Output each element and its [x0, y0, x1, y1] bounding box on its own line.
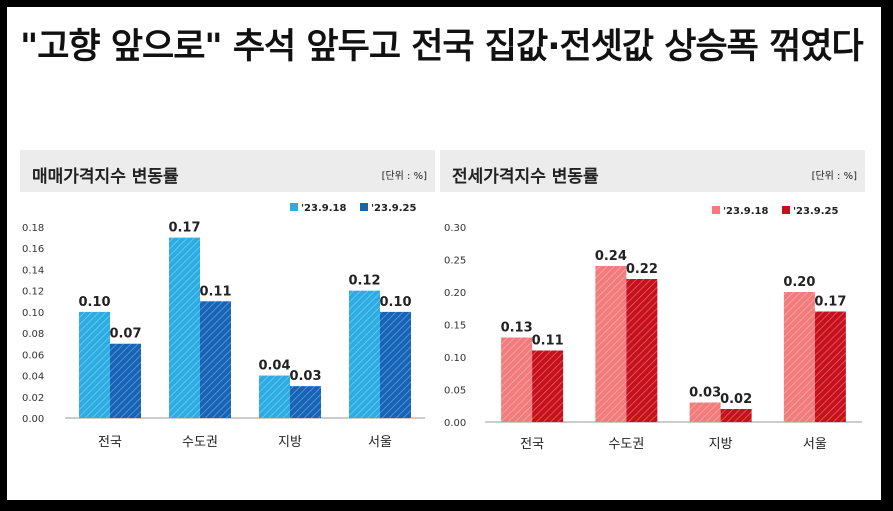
sale-y-tick-label: 0.08: [22, 329, 44, 340]
sale-bar: [79, 311, 110, 418]
sale-bar: [169, 237, 200, 418]
jeonse-bar: [626, 279, 658, 422]
jeonse-price-chart-title: 전세가격지수 변동률: [452, 167, 599, 187]
jeonse-price-chart: 0.00 0.05 0.10 0.15 0.20 0.25 0.30 0.130.11 전국 0.…: [444, 206, 862, 452]
jeonse-category-label: 수도권: [608, 437, 644, 452]
sale-data-label: 0.17: [168, 221, 200, 236]
sale-y-tick-label: 0.00: [22, 414, 44, 425]
sale-category-label: 수도권: [182, 435, 218, 450]
jeonse-y-tick-label: 0.25: [444, 256, 466, 267]
jeonse-price-chart-panel: 전세가격지수 변동률 [단위 : %] 0.00 0.05 0.10 0.15 0.20…: [440, 150, 865, 452]
sale-price-chart: 0.00 0.02 0.04 0.06 0.08 0.10 0.12 0.14 0.16 0.18…: [22, 203, 425, 450]
jeonse-data-label: 0.17: [814, 295, 846, 310]
sale-data-label: 0.12: [348, 274, 380, 289]
jeonse-legend-swatch: [712, 206, 720, 214]
sale-data-label: 0.10: [379, 295, 411, 310]
sale-data-label: 0.07: [109, 327, 141, 342]
sale-price-chart-panel: 매매가격지수 변동률 [단위 : %] 0.00 0.02 0.04 0.06 0.08…: [20, 150, 435, 452]
jeonse-legend-label: '23.9.18: [723, 206, 768, 217]
sale-y-tick-label: 0.16: [22, 244, 44, 255]
sale-bar: [110, 343, 141, 418]
sale-y-tick-label: 0.18: [22, 223, 44, 234]
sale-data-label: 0.04: [258, 359, 290, 374]
sale-legend-swatch: [290, 203, 298, 211]
jeonse-bar: [532, 350, 564, 422]
jeonse-bar: [595, 266, 627, 422]
sale-legend-swatch: [360, 203, 368, 211]
sale-data-label: 0.03: [289, 369, 321, 384]
jeonse-y-tick-label: 0.15: [444, 321, 466, 332]
sale-data-label: 0.10: [78, 295, 110, 310]
jeonse-bar: [720, 409, 752, 422]
jeonse-legend-label: '23.9.25: [793, 206, 838, 217]
jeonse-bar: [689, 402, 721, 422]
jeonse-y-tick-label: 0.05: [444, 386, 466, 397]
sale-price-chart-unit: [단위 : %]: [381, 171, 427, 182]
sale-y-tick-label: 0.10: [22, 308, 44, 319]
jeonse-price-chart-header: 전세가격지수 변동률 [단위 : %]: [440, 150, 865, 192]
jeonse-category-label: 지방: [709, 437, 733, 452]
jeonse-data-label: 0.11: [532, 334, 564, 349]
jeonse-y-tick-label: 0.20: [444, 288, 466, 299]
jeonse-category-label: 전국: [520, 437, 544, 452]
sale-bar: [290, 386, 321, 418]
sale-bar: [380, 311, 411, 418]
sale-y-tick-label: 0.06: [22, 350, 44, 361]
sale-y-tick-label: 0.04: [22, 372, 44, 383]
jeonse-y-tick-label: 0.10: [444, 353, 466, 364]
sale-price-chart-header: 매매가격지수 변동률 [단위 : %]: [20, 150, 435, 192]
jeonse-bar: [501, 337, 533, 422]
sale-price-chart-title: 매매가격지수 변동률: [32, 167, 179, 187]
headline: "고향 앞으로" 추석 앞두고 전국 집값·전셋값 상승폭 꺾였다: [20, 27, 864, 67]
sale-category-label: 전국: [98, 435, 122, 450]
sale-category-label: 지방: [278, 435, 302, 450]
jeonse-data-label: 0.13: [501, 321, 533, 336]
jeonse-price-chart-unit: [단위 : %]: [811, 171, 857, 182]
jeonse-y-tick-label: 0.30: [444, 223, 466, 234]
sale-bar: [349, 290, 380, 418]
jeonse-data-label: 0.20: [783, 275, 815, 290]
sale-data-label: 0.11: [199, 284, 231, 299]
jeonse-bar: [814, 311, 846, 422]
jeonse-category-label: 서울: [803, 437, 827, 452]
jeonse-data-label: 0.24: [595, 249, 627, 264]
sale-legend-label: '23.9.18: [301, 203, 346, 214]
jeonse-data-label: 0.03: [689, 386, 721, 401]
sale-y-tick-label: 0.02: [22, 393, 44, 404]
jeonse-bar: [783, 292, 815, 422]
sale-bar: [200, 301, 231, 418]
sale-legend-label: '23.9.25: [371, 203, 416, 214]
sale-bar: [259, 375, 290, 418]
sale-y-tick-label: 0.12: [22, 287, 44, 298]
jeonse-legend-swatch: [782, 206, 790, 214]
jeonse-data-label: 0.22: [626, 262, 658, 277]
jeonse-y-tick-label: 0.00: [444, 418, 466, 429]
sale-y-tick-label: 0.14: [22, 265, 44, 276]
jeonse-data-label: 0.02: [720, 392, 752, 407]
sale-category-label: 서울: [368, 435, 392, 450]
